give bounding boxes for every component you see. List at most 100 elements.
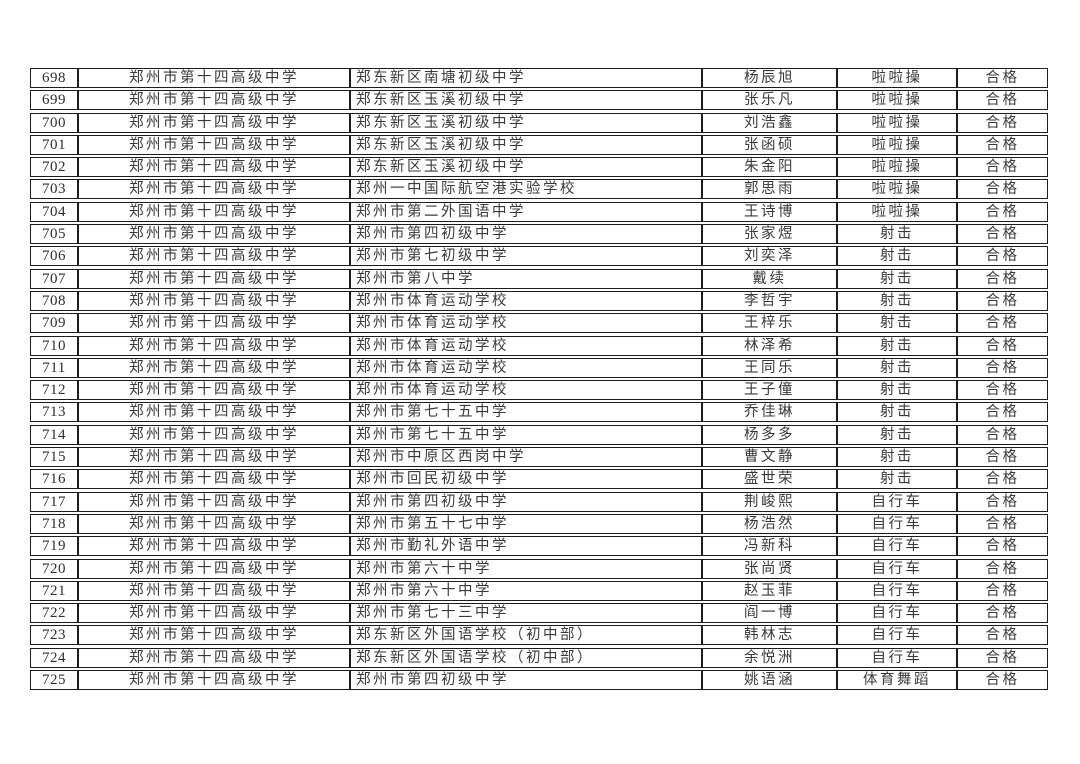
cell-high_school: 郑州市第十四高级中学 [78,224,350,245]
cell-high_school: 郑州市第十四高级中学 [78,536,350,557]
cell-name: 姚语涵 [702,670,837,691]
cell-high_school: 郑州市第十四高级中学 [78,157,350,178]
cell-high_school: 郑州市第十四高级中学 [78,491,350,512]
cell-sport: 自行车 [837,536,957,557]
cell-result: 合格 [957,179,1048,200]
cell-middle_school: 郑州市体育运动学校 [350,313,702,334]
cell-sport: 射击 [837,268,957,289]
cell-name: 王诗博 [702,201,837,222]
cell-middle_school: 郑州市体育运动学校 [350,380,702,401]
cell-high_school: 郑州市第十四高级中学 [78,357,350,378]
cell-seq: 701 [30,134,78,155]
student-qualification-table: 698 郑州市第十四高级中学 郑东新区南塘初级中学 杨辰旭 啦啦操 合格 699 郑州市第十四… [30,68,1048,692]
cell-sport: 射击 [837,313,957,334]
cell-sport: 啦啦操 [837,134,957,155]
table-row: 703 郑州市第十四高级中学 郑州一中国际航空港实验学校 郭思雨 啦啦操 合格 [30,179,1048,200]
table-row: 710 郑州市第十四高级中学 郑州市体育运动学校 林泽希 射击 合格 [30,335,1048,356]
table-row: 714 郑州市第十四高级中学 郑州市第七十五中学 杨多多 射击 合格 [30,424,1048,445]
cell-high_school: 郑州市第十四高级中学 [78,380,350,401]
table-row: 707 郑州市第十四高级中学 郑州市第八中学 戴续 射击 合格 [30,268,1048,289]
cell-sport: 自行车 [837,580,957,601]
cell-high_school: 郑州市第十四高级中学 [78,179,350,200]
cell-sport: 自行车 [837,491,957,512]
cell-seq: 717 [30,491,78,512]
table-row: 725 郑州市第十四高级中学 郑州市第四初级中学 姚语涵 体育舞蹈 合格 [30,670,1048,691]
table-row: 716 郑州市第十四高级中学 郑州市回民初级中学 盛世荣 射击 合格 [30,469,1048,490]
cell-result: 合格 [957,112,1048,133]
cell-name: 杨浩然 [702,513,837,534]
cell-high_school: 郑州市第十四高级中学 [78,112,350,133]
table-row: 712 郑州市第十四高级中学 郑州市体育运动学校 王子僮 射击 合格 [30,380,1048,401]
cell-middle_school: 郑州市回民初级中学 [350,469,702,490]
table-row: 723 郑州市第十四高级中学 郑东新区外国语学校（初中部） 韩林志 自行车 合格 [30,625,1048,646]
cell-middle_school: 郑州市第七十五中学 [350,424,702,445]
cell-sport: 啦啦操 [837,90,957,111]
cell-result: 合格 [957,670,1048,691]
cell-sport: 自行车 [837,647,957,668]
cell-seq: 722 [30,603,78,624]
cell-result: 合格 [957,90,1048,111]
cell-name: 刘浩鑫 [702,112,837,133]
cell-name: 郭思雨 [702,179,837,200]
cell-high_school: 郑州市第十四高级中学 [78,335,350,356]
cell-name: 张家煜 [702,224,837,245]
cell-result: 合格 [957,313,1048,334]
cell-middle_school: 郑州市第四初级中学 [350,224,702,245]
cell-sport: 自行车 [837,625,957,646]
cell-seq: 698 [30,68,78,88]
cell-high_school: 郑州市第十四高级中学 [78,402,350,423]
cell-high_school: 郑州市第十四高级中学 [78,647,350,668]
table-row: 704 郑州市第十四高级中学 郑州市第二外国语中学 王诗博 啦啦操 合格 [30,201,1048,222]
table-row: 717 郑州市第十四高级中学 郑州市第四初级中学 荆峻熙 自行车 合格 [30,491,1048,512]
table-row: 708 郑州市第十四高级中学 郑州市体育运动学校 李哲宇 射击 合格 [30,290,1048,311]
cell-middle_school: 郑州市第五十七中学 [350,513,702,534]
cell-seq: 704 [30,201,78,222]
cell-result: 合格 [957,335,1048,356]
cell-high_school: 郑州市第十四高级中学 [78,513,350,534]
cell-middle_school: 郑东新区玉溪初级中学 [350,90,702,111]
cell-middle_school: 郑州市第四初级中学 [350,670,702,691]
cell-high_school: 郑州市第十四高级中学 [78,603,350,624]
cell-middle_school: 郑州市第七十五中学 [350,402,702,423]
cell-middle_school: 郑州市体育运动学校 [350,335,702,356]
cell-name: 张尚贤 [702,558,837,579]
table-row: 701 郑州市第十四高级中学 郑东新区玉溪初级中学 张函硕 啦啦操 合格 [30,134,1048,155]
cell-high_school: 郑州市第十四高级中学 [78,268,350,289]
cell-sport: 射击 [837,246,957,267]
table-row: 722 郑州市第十四高级中学 郑州市第七十三中学 阎一博 自行车 合格 [30,603,1048,624]
cell-result: 合格 [957,224,1048,245]
cell-name: 乔佳琳 [702,402,837,423]
cell-sport: 射击 [837,380,957,401]
table-row: 713 郑州市第十四高级中学 郑州市第七十五中学 乔佳琳 射击 合格 [30,402,1048,423]
cell-middle_school: 郑东新区外国语学校（初中部） [350,647,702,668]
cell-sport: 射击 [837,224,957,245]
cell-sport: 啦啦操 [837,157,957,178]
cell-seq: 699 [30,90,78,111]
cell-name: 张函硕 [702,134,837,155]
cell-name: 曹文静 [702,447,837,468]
cell-high_school: 郑州市第十四高级中学 [78,424,350,445]
table-row: 715 郑州市第十四高级中学 郑州市中原区西岗中学 曹文静 射击 合格 [30,447,1048,468]
table-row: 724 郑州市第十四高级中学 郑东新区外国语学校（初中部） 余悦洲 自行车 合格 [30,647,1048,668]
cell-result: 合格 [957,625,1048,646]
cell-middle_school: 郑州市第六十中学 [350,580,702,601]
cell-name: 韩林志 [702,625,837,646]
cell-seq: 723 [30,625,78,646]
cell-seq: 700 [30,112,78,133]
cell-result: 合格 [957,513,1048,534]
table-row: 721 郑州市第十四高级中学 郑州市第六十中学 赵玉菲 自行车 合格 [30,580,1048,601]
cell-high_school: 郑州市第十四高级中学 [78,625,350,646]
cell-result: 合格 [957,580,1048,601]
cell-result: 合格 [957,290,1048,311]
cell-result: 合格 [957,246,1048,267]
cell-middle_school: 郑东新区外国语学校（初中部） [350,625,702,646]
cell-name: 杨多多 [702,424,837,445]
table-row: 700 郑州市第十四高级中学 郑东新区玉溪初级中学 刘浩鑫 啦啦操 合格 [30,112,1048,133]
cell-name: 李哲宇 [702,290,837,311]
cell-high_school: 郑州市第十四高级中学 [78,558,350,579]
cell-high_school: 郑州市第十四高级中学 [78,670,350,691]
cell-high_school: 郑州市第十四高级中学 [78,68,350,88]
cell-middle_school: 郑东新区南塘初级中学 [350,68,702,88]
cell-sport: 射击 [837,357,957,378]
cell-name: 刘奕泽 [702,246,837,267]
